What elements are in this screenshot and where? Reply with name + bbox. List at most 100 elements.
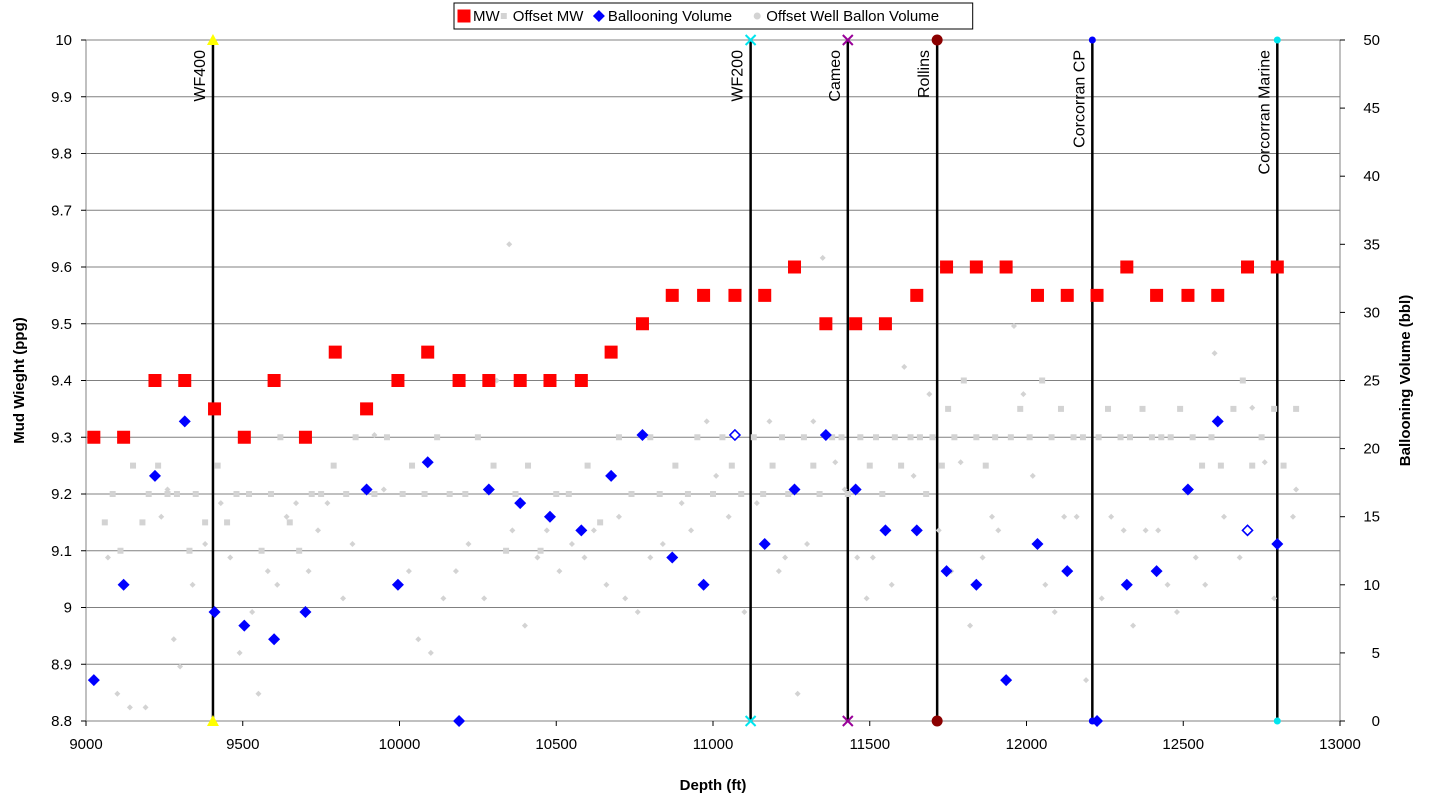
- data-point: [750, 434, 757, 441]
- data-point: [521, 622, 528, 629]
- data-point: [371, 431, 378, 438]
- data-point: [1105, 405, 1112, 412]
- data-point: [810, 462, 817, 469]
- data-point: [556, 568, 563, 575]
- data-point: [766, 418, 773, 425]
- y-tick-label: 10: [55, 32, 72, 49]
- y2-tick-label: 30: [1363, 304, 1380, 321]
- data-point: [1270, 260, 1284, 274]
- data-point: [453, 715, 466, 727]
- data-point: [1090, 288, 1104, 302]
- data-point: [318, 491, 325, 497]
- data-point: [1289, 513, 1296, 520]
- data-point: [268, 633, 281, 646]
- data-point: [506, 241, 513, 248]
- data-point: [999, 260, 1013, 274]
- data-point: [694, 434, 701, 441]
- data-point: [1095, 434, 1102, 441]
- data-point: [849, 317, 863, 331]
- y2-axis-title: Ballooning Volume (bbl): [1397, 295, 1414, 466]
- data-point: [628, 491, 635, 497]
- x-tick-label: 9000: [69, 736, 102, 753]
- data-point: [434, 434, 441, 441]
- data-point: [380, 486, 387, 493]
- data-point: [399, 491, 406, 497]
- data-point: [255, 690, 262, 697]
- legend-label: Ballooning Volume: [608, 8, 732, 25]
- data-point: [590, 527, 597, 534]
- vertical-marker-label: Cameo: [827, 50, 844, 102]
- data-point: [178, 374, 192, 387]
- data-point: [490, 462, 497, 469]
- x-tick-label: 10500: [535, 736, 577, 753]
- data-point: [710, 491, 716, 497]
- vertical-marker-label: Rollins: [916, 50, 933, 98]
- data-point: [995, 527, 1002, 534]
- data-point: [728, 428, 742, 442]
- data-point: [574, 374, 588, 387]
- data-point: [1208, 434, 1215, 441]
- data-point: [979, 554, 986, 561]
- data-point: [117, 547, 124, 554]
- data-point: [1017, 405, 1024, 412]
- data-point: [1181, 483, 1194, 496]
- data-point: [1271, 405, 1278, 412]
- data-point: [142, 704, 149, 711]
- legend-symbol: [592, 10, 605, 22]
- legend-label: Offset MW: [513, 8, 584, 25]
- data-point: [951, 434, 958, 441]
- data-point: [992, 434, 999, 441]
- data-point: [1258, 434, 1265, 441]
- data-point: [1217, 462, 1224, 469]
- data-point: [753, 500, 760, 507]
- data-point: [1173, 609, 1180, 616]
- data-point: [1120, 578, 1133, 591]
- data-point: [258, 547, 265, 554]
- data-point: [973, 434, 980, 441]
- data-point: [810, 418, 817, 425]
- data-point: [1148, 434, 1155, 441]
- data-point: [873, 434, 880, 441]
- data-point: [1117, 434, 1124, 441]
- data-point: [465, 540, 472, 547]
- data-point: [1130, 622, 1137, 629]
- data-point: [553, 491, 560, 497]
- data-point: [139, 519, 146, 526]
- data-point: [1271, 595, 1278, 602]
- data-point: [1150, 565, 1163, 578]
- data-point: [299, 606, 312, 619]
- data-point: [1236, 554, 1243, 561]
- data-point: [283, 513, 290, 520]
- y2-tick-label: 40: [1363, 168, 1380, 185]
- data-point: [940, 260, 954, 274]
- data-point: [267, 491, 274, 497]
- data-point: [1029, 472, 1036, 479]
- y2-tick-label: 15: [1363, 509, 1380, 526]
- y2-tick-label: 20: [1363, 441, 1380, 458]
- data-point: [697, 288, 711, 302]
- data-point: [1150, 288, 1164, 302]
- data-point: [659, 540, 666, 547]
- legend-item: Offset MW: [500, 8, 584, 25]
- data-point: [217, 500, 224, 507]
- data-point: [665, 288, 679, 302]
- data-point: [236, 649, 243, 656]
- data-point: [879, 524, 892, 537]
- data-point: [597, 519, 604, 526]
- data-point: [446, 491, 453, 497]
- data-point: [164, 491, 171, 497]
- vertical-marker-label: Corcorran CP: [1071, 50, 1088, 148]
- data-point: [513, 374, 527, 387]
- data-point: [713, 472, 720, 479]
- data-point: [1239, 377, 1246, 384]
- data-point: [741, 609, 748, 616]
- data-point: [1070, 434, 1077, 441]
- legend-symbol: [500, 13, 507, 19]
- data-point: [543, 527, 550, 534]
- y2-tick-label: 10: [1363, 577, 1380, 594]
- data-point: [910, 524, 923, 537]
- data-point: [314, 527, 321, 534]
- legend-label: Offset Well Ballon Volume: [766, 8, 939, 25]
- data-point: [1158, 434, 1165, 441]
- legend-symbol: [753, 12, 761, 20]
